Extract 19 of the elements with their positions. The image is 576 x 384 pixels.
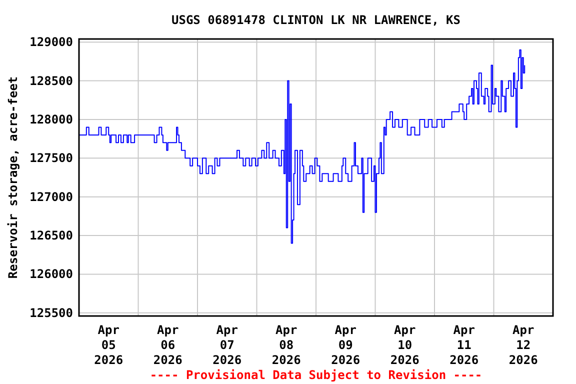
chart-title: USGS 06891478 CLINTON LK NR LAWRENCE, KS (172, 13, 460, 27)
x-tick-label: Apr 12 2026 (508, 323, 538, 367)
x-tick-label: Apr 05 2026 (94, 323, 124, 367)
x-tick-label: Apr 08 2026 (272, 323, 301, 367)
y-tick-label: 125500 (30, 306, 73, 320)
y-tick-label: 126500 (30, 228, 73, 243)
y-tick-label: 129000 (30, 35, 73, 50)
x-tick-label: Apr 11 2026 (450, 323, 479, 367)
y-tick-label: 126000 (30, 267, 73, 282)
y-tick-label: 127000 (30, 190, 73, 204)
y-axis-title: Reservoir storage, acre-feet (6, 76, 20, 279)
text: ---- Provisional Data Subject to Revision ---- (150, 368, 482, 382)
x-tick-label: Apr 07 2026 (212, 323, 242, 367)
x-tick-label: Apr 09 2026 (331, 323, 360, 367)
y-tick-label: 127500 (30, 151, 73, 166)
y-tick-label: 128500 (30, 74, 73, 88)
y-tick-label: 128000 (30, 112, 73, 126)
x-tick-label: Apr 06 2026 (153, 323, 182, 367)
x-tick-label: Apr 10 2026 (390, 323, 420, 367)
